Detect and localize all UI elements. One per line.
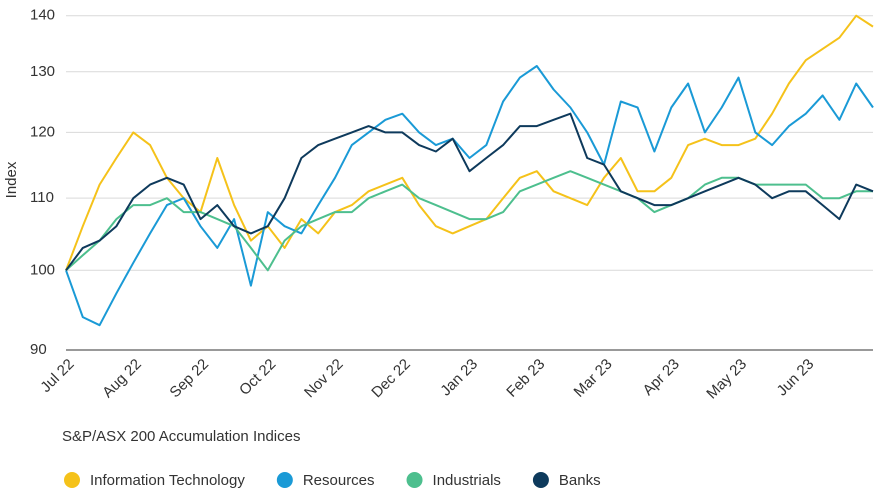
- x-tick-label: Jun 23: [774, 356, 818, 400]
- y-tick-label: 120: [30, 123, 55, 140]
- x-tick-label: Aug 22: [99, 356, 145, 402]
- x-tick-label: Feb 23: [503, 356, 548, 401]
- x-tick-label: Dec 22: [368, 356, 414, 402]
- x-tick-label: Jul 22: [37, 356, 77, 396]
- legend-marker: [532, 472, 549, 488]
- legend-label: Banks: [559, 472, 601, 489]
- y-tick-label: 110: [30, 189, 54, 206]
- legend-marker: [64, 472, 80, 488]
- series-line: [65, 170, 873, 272]
- y-axis-label: Index: [3, 161, 20, 198]
- x-tick-label: Apr 23: [640, 356, 683, 399]
- legend-label: Industrials: [433, 472, 501, 489]
- series-line: [65, 14, 874, 271]
- x-tick-label: Jan 23: [437, 356, 481, 400]
- y-tick-label: 130: [30, 63, 55, 80]
- y-tick-label: 140: [30, 7, 55, 24]
- legend-title: S&P/ASX 200 Accumulation Indices: [62, 428, 300, 445]
- legend-marker: [276, 472, 293, 488]
- series-line: [65, 65, 874, 327]
- y-tick-label: 90: [30, 341, 47, 358]
- legend-label: Resources: [303, 472, 375, 489]
- series-line: [65, 112, 874, 271]
- x-tick-label: May 23: [703, 356, 750, 403]
- legend-label: Information Technology: [90, 472, 245, 489]
- x-tick-label: Oct 22: [236, 356, 279, 399]
- x-tick-label: Nov 22: [301, 356, 347, 402]
- y-tick-label: 100: [30, 261, 55, 278]
- x-tick-label: Sep 22: [166, 356, 212, 402]
- x-tick-label: Mar 23: [571, 356, 616, 401]
- legend-marker: [406, 472, 423, 488]
